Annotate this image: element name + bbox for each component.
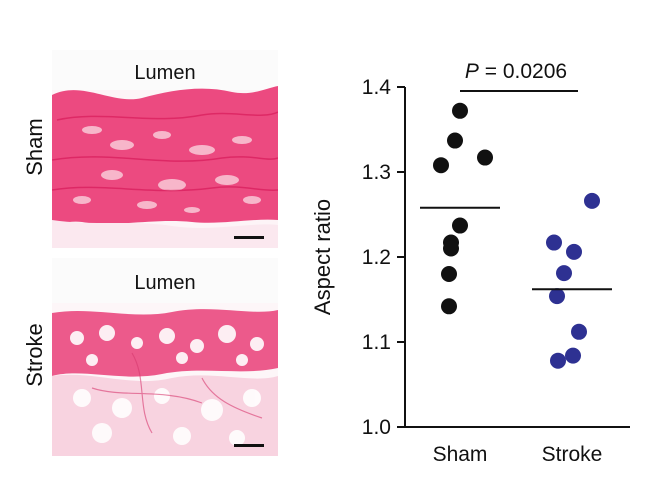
y-ticks: 1.0 1.1 1.2 1.3 1.4 — [362, 76, 405, 439]
data-point-stroke — [550, 352, 566, 369]
y-tick-label: 1.2 — [362, 246, 391, 269]
data-points — [433, 102, 600, 369]
p-value-rest: = 0.0206 — [479, 60, 567, 83]
data-point-stroke — [546, 234, 562, 251]
data-point-stroke — [566, 243, 582, 260]
x-tick-label-stroke: Stroke — [542, 443, 603, 466]
stroke-tissue-illustration — [52, 258, 278, 456]
stroke-lumen-label: Lumen — [134, 272, 196, 294]
y-tick-label: 1.0 — [362, 416, 391, 439]
data-point-sham — [433, 157, 449, 174]
data-point-sham — [477, 149, 493, 166]
data-point-stroke — [584, 192, 600, 209]
sham-lumen-label: Lumen — [134, 62, 196, 84]
sham-histology-image: Lumen — [52, 50, 278, 248]
y-tick-label: 1.1 — [362, 331, 391, 354]
data-point-sham — [452, 102, 468, 119]
data-point-stroke — [571, 323, 587, 340]
stroke-row-label: Stroke — [22, 323, 47, 387]
sham-tissue-illustration — [52, 50, 278, 248]
x-tick-label-sham: Sham — [433, 443, 488, 466]
data-point-sham — [447, 132, 463, 149]
stroke-histology-image: Lumen — [52, 258, 278, 456]
stroke-scale-bar — [234, 444, 264, 447]
y-tick-label: 1.4 — [362, 76, 392, 99]
x-ticks: Sham Stroke — [433, 443, 603, 466]
p-value-label: P = 0.0206 — [465, 60, 567, 83]
sham-row-label: Sham — [22, 118, 47, 176]
data-point-sham — [441, 266, 457, 282]
chart-axes — [404, 87, 630, 428]
data-point-stroke — [565, 347, 581, 364]
mean-lines — [420, 206, 612, 291]
data-point-stroke — [556, 265, 572, 282]
data-point-sham — [441, 298, 457, 315]
data-point-stroke — [549, 288, 565, 305]
y-tick-label: 1.3 — [362, 161, 391, 184]
aspect-ratio-chart: 1.01.11.21.31.4 Sham Stroke Aspect ratio … — [310, 60, 630, 466]
sham-scale-bar — [234, 236, 264, 239]
p-value-italic: P — [465, 60, 479, 83]
significance-annotation: P = 0.0206 — [460, 60, 578, 92]
y-axis-label: Aspect ratio — [310, 199, 335, 315]
data-point-sham — [443, 240, 459, 257]
data-point-sham — [452, 217, 468, 234]
